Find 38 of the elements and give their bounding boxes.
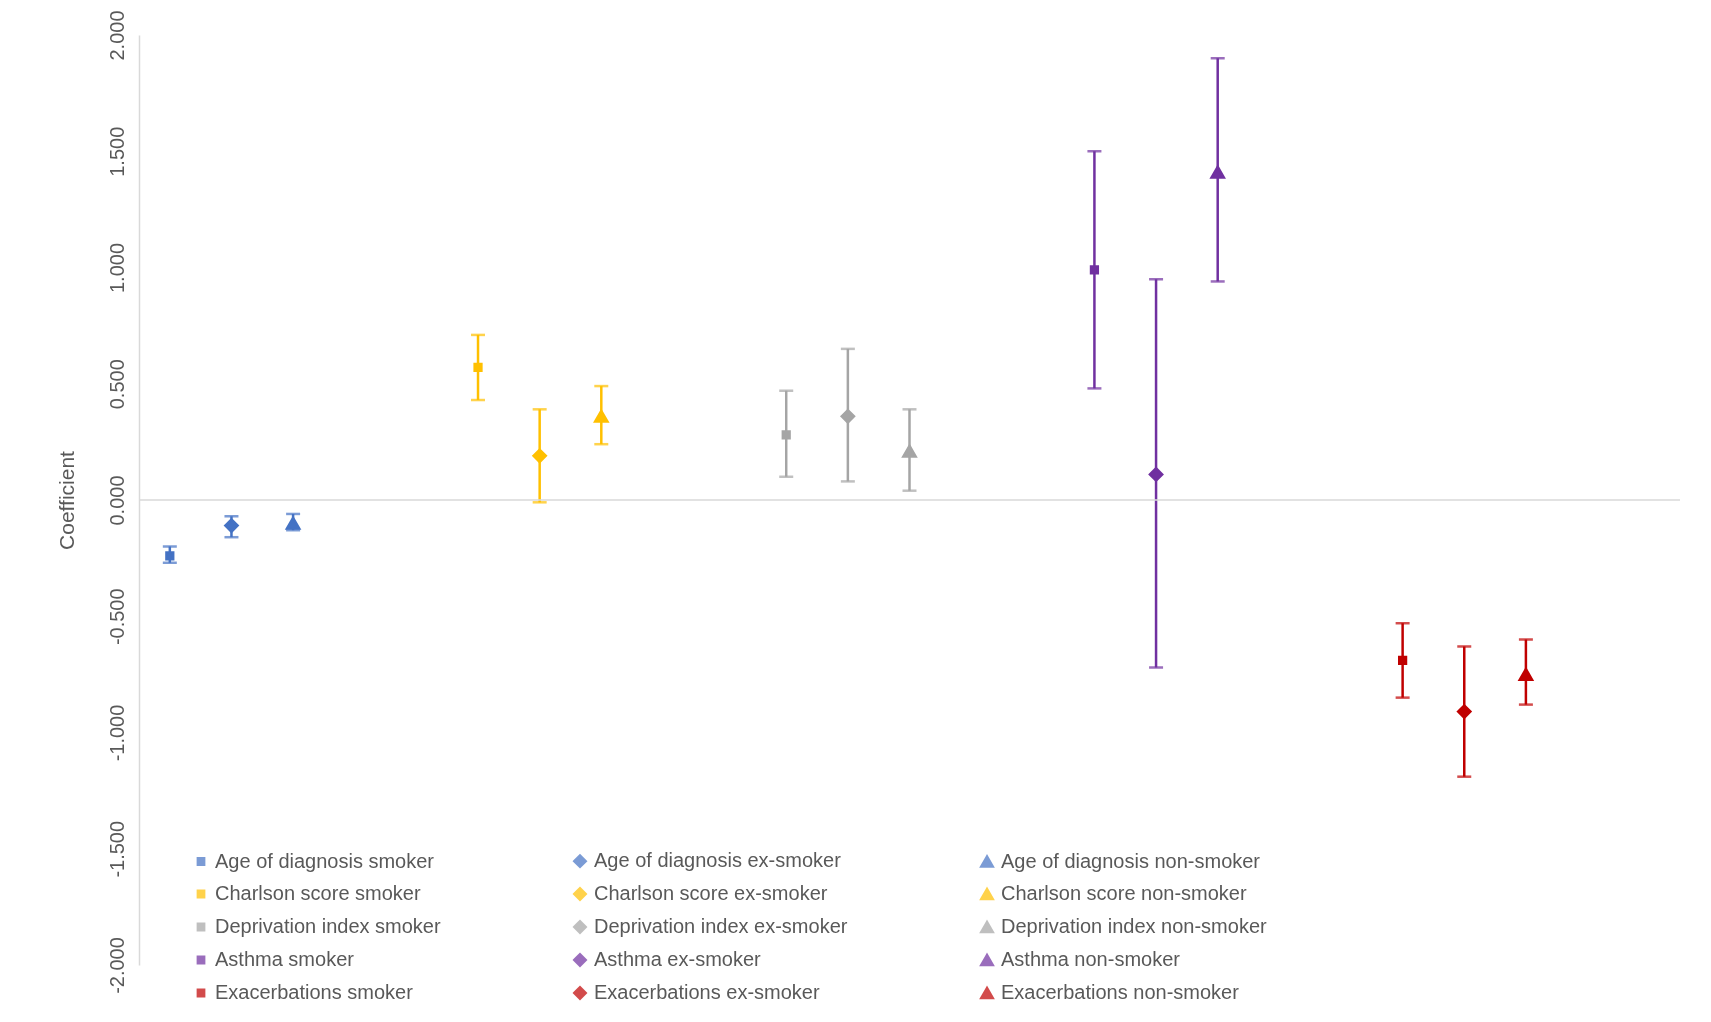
point [532,448,548,464]
y-tick-label: -2.000 [105,937,128,994]
y-tick-label: 1.500 [105,126,128,177]
legend-label: Charlson score ex-smoker [594,882,828,904]
point [473,362,483,373]
legend-label: Deprivation index smoker [215,915,441,937]
legend-label: Exacerbations ex-smoker [594,981,820,1003]
legend-label: Charlson score non-smoker [1001,882,1247,904]
point [593,409,609,423]
legend-label: Exacerbations smoker [215,981,414,1003]
point [224,518,239,533]
legend-label: Deprivation index ex-smoker [594,915,848,937]
point [1456,704,1472,719]
point [1518,667,1534,681]
y-tick-label: 0.000 [105,475,128,526]
y-tick-label: -0.500 [105,588,128,646]
legend-label: Asthma ex-smoker [594,948,762,970]
point [285,516,301,530]
y-tick-label: -1.000 [105,704,128,762]
legend-label: Charlson score smoker [215,882,421,904]
y-axis-title: Coefficient [54,450,78,550]
legend-label: Asthma smoker [215,948,355,970]
y-tick-label: 1.000 [105,242,128,294]
point [902,444,917,458]
point [1089,265,1100,275]
point [1398,655,1408,666]
legend-label: Age of diagnosis non-smoker [1001,849,1261,872]
point [1148,467,1164,482]
legend-label: Asthma non-smoker [1001,948,1181,970]
legend-label: Exacerbations non-smoker [1001,981,1240,1003]
point [840,408,856,424]
legend-label: Age of diagnosis smoker [215,849,435,872]
y-tick-label: 0.500 [105,359,128,410]
point [1210,165,1226,179]
y-tick-label: -1.500 [105,820,128,878]
y-tick-label: 2.000 [105,10,128,61]
legend-label: Deprivation index non-smoker [1001,915,1268,937]
legend-label: Age of diagnosis ex-smoker [594,849,842,872]
